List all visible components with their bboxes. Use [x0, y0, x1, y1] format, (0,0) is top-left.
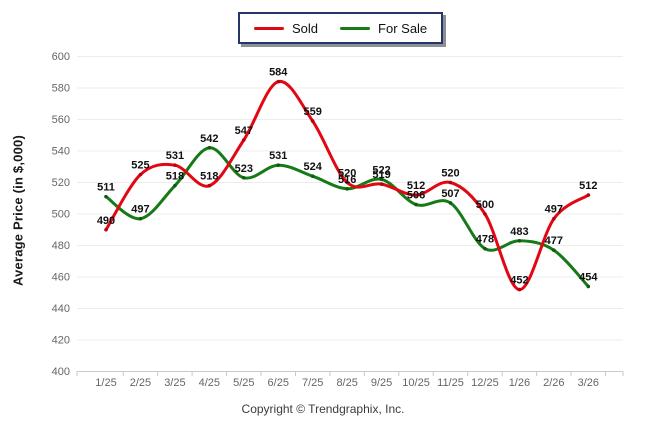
- data-point: [207, 183, 212, 188]
- x-tick-label: 6/25: [268, 377, 289, 389]
- data-point: [517, 287, 522, 292]
- x-tick-label: 2/25: [130, 377, 151, 389]
- legend-item-sold: Sold: [254, 21, 318, 36]
- y-tick-label: 440: [52, 303, 70, 315]
- y-tick-label: 420: [52, 335, 70, 347]
- point-label-sold: 584: [269, 67, 288, 79]
- y-tick-label: 540: [52, 146, 70, 158]
- point-label-for-sale: 523: [235, 163, 253, 175]
- for-sale-line-swatch-icon: [340, 26, 371, 30]
- point-label-for-sale: 506: [407, 190, 425, 202]
- data-point: [414, 202, 418, 207]
- data-point: [345, 180, 349, 185]
- data-point: [173, 163, 177, 167]
- x-tick-label: 1/26: [509, 377, 530, 389]
- data-point: [552, 216, 556, 221]
- point-label-for-sale: 516: [338, 174, 356, 186]
- point-label-sold: 518: [200, 171, 218, 183]
- point-label-sold: 520: [338, 168, 356, 180]
- legend-label-for-sale: For Sale: [378, 20, 428, 36]
- data-point: [517, 238, 522, 243]
- point-label-for-sale: 497: [131, 204, 149, 216]
- point-label-for-sale: 542: [200, 133, 218, 145]
- data-point: [414, 193, 418, 197]
- data-point: [104, 194, 108, 199]
- point-label-sold: 512: [579, 180, 597, 192]
- x-tick-label: 4/25: [199, 377, 220, 389]
- x-tick-label: 5/25: [233, 377, 254, 389]
- x-tick-label: 10/25: [402, 377, 430, 389]
- data-point: [242, 175, 246, 180]
- point-label-sold: 525: [131, 160, 149, 172]
- data-point: [138, 172, 143, 177]
- data-point: [552, 248, 556, 253]
- x-tick-label: 12/25: [471, 377, 499, 389]
- x-tick-label: 2/26: [543, 377, 564, 389]
- data-point: [345, 187, 349, 191]
- data-point: [207, 146, 212, 150]
- point-label-for-sale: 454: [579, 271, 598, 283]
- y-tick-label: 480: [52, 240, 70, 252]
- data-point: [483, 212, 487, 216]
- copyright-text: Copyright © Trendgraphix, Inc.: [241, 402, 405, 416]
- y-tick-label: 520: [52, 177, 70, 189]
- point-label-sold: 512: [407, 180, 425, 192]
- data-point: [104, 227, 108, 232]
- point-label-sold: 490: [97, 215, 115, 227]
- y-tick-label: 500: [52, 209, 70, 221]
- point-label-for-sale: 477: [545, 235, 563, 247]
- point-label-sold: 519: [372, 169, 390, 181]
- point-label-sold: 500: [476, 199, 494, 211]
- data-point: [310, 174, 315, 178]
- data-point: [448, 201, 453, 205]
- point-label-for-sale: 522: [372, 164, 390, 176]
- data-point: [483, 246, 487, 251]
- legend-item-for-sale: For Sale: [340, 21, 427, 36]
- point-label-for-sale: 518: [166, 171, 184, 183]
- x-tick-label: 9/25: [371, 377, 392, 389]
- point-label-sold: 547: [235, 125, 253, 137]
- data-point: [448, 180, 453, 185]
- data-point: [379, 182, 384, 186]
- y-tick-label: 460: [52, 272, 70, 284]
- data-point: [173, 183, 177, 188]
- y-tick-label: 560: [52, 114, 70, 126]
- y-tick-label: 600: [52, 51, 70, 63]
- data-point: [276, 163, 281, 167]
- x-tick-label: 3/25: [164, 377, 185, 389]
- sold-line-swatch-icon: [254, 26, 284, 30]
- point-label-sold: 531: [166, 150, 184, 162]
- point-label-for-sale: 483: [510, 226, 528, 238]
- x-tick-label: 3/26: [578, 377, 599, 389]
- point-label-sold: 559: [304, 106, 322, 118]
- x-tick-label: 11/25: [437, 377, 464, 389]
- data-point: [310, 119, 315, 123]
- data-point: [276, 79, 281, 84]
- point-label-sold: 452: [510, 275, 528, 287]
- data-point: [242, 138, 246, 142]
- point-label-for-sale: 507: [441, 188, 459, 200]
- point-label-for-sale: 511: [97, 182, 115, 194]
- data-point: [379, 177, 384, 182]
- point-label-for-sale: 524: [304, 161, 323, 173]
- x-tick-label: 7/25: [302, 377, 323, 389]
- point-label-sold: 497: [545, 204, 563, 216]
- x-tick-label: 8/25: [336, 377, 357, 389]
- legend-label-sold: Sold: [292, 20, 319, 36]
- x-tick-label: 1/25: [95, 377, 116, 389]
- y-tick-label: 400: [52, 366, 70, 378]
- point-label-for-sale: 478: [476, 234, 494, 246]
- point-label-for-sale: 531: [269, 150, 287, 162]
- data-point: [138, 216, 143, 221]
- y-tick-label: 580: [52, 83, 70, 95]
- data-point: [586, 193, 591, 197]
- data-point: [586, 284, 591, 289]
- point-label-sold: 520: [441, 168, 459, 180]
- chart-legend: Sold For Sale: [238, 12, 444, 44]
